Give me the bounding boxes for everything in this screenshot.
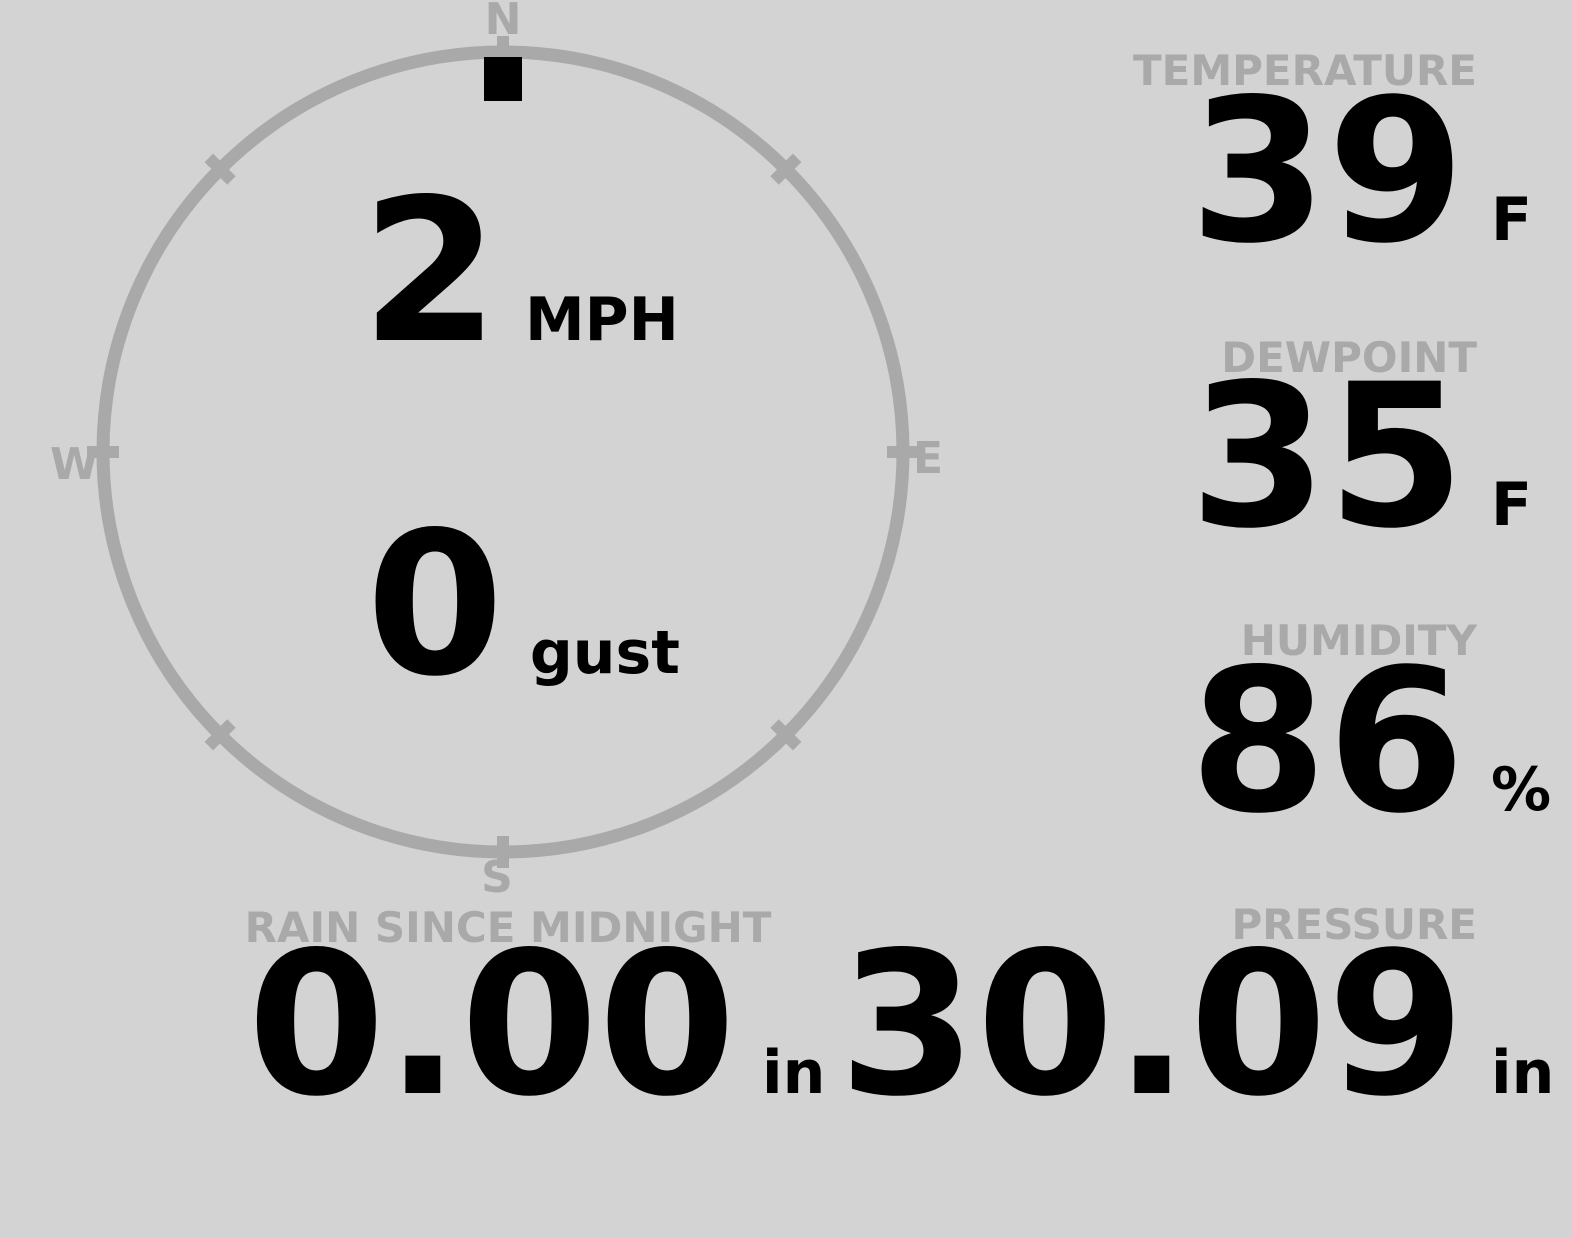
humidity-value: 86 bbox=[1189, 626, 1465, 857]
pressure-label: PRESSURE bbox=[1231, 900, 1477, 949]
rain-value: 0.00 bbox=[247, 909, 736, 1140]
dewpoint-value: 35 bbox=[1189, 341, 1465, 572]
pressure-unit: in bbox=[1491, 1038, 1555, 1108]
dewpoint-label: DEWPOINT bbox=[1221, 333, 1477, 382]
humidity-unit: % bbox=[1491, 755, 1552, 825]
wind-speed-value: 2 bbox=[361, 156, 499, 387]
temperature-unit: F bbox=[1491, 185, 1532, 255]
temperature-label: TEMPERATURE bbox=[1133, 46, 1477, 95]
dewpoint-value-row: 35 F bbox=[1189, 358, 1547, 556]
humidity-label: HUMIDITY bbox=[1240, 616, 1477, 665]
humidity-value-row: 86 % bbox=[1189, 626, 1552, 857]
compass-label-north: N bbox=[484, 0, 522, 45]
compass-ring bbox=[87, 36, 919, 868]
wind-speed-unit: MPH bbox=[524, 285, 679, 355]
wind-speed-row: 2 MPH bbox=[0, 173, 1040, 371]
compass-tick-marks bbox=[87, 36, 919, 868]
rain-label: RAIN SINCE MIDNIGHT bbox=[244, 903, 772, 952]
compass-label-east: E bbox=[913, 433, 944, 484]
pressure-value-row: 30.09 in bbox=[838, 909, 1555, 1140]
temperature-value: 39 bbox=[1189, 56, 1465, 287]
rain-unit: in bbox=[762, 1038, 826, 1108]
compass-label-south: S bbox=[481, 852, 513, 903]
wind-gust-row: 0 gust bbox=[0, 506, 1046, 704]
rain-value-row: 0.00 in bbox=[0, 909, 826, 1140]
wind-direction-marker-icon bbox=[484, 57, 522, 101]
dewpoint-unit: F bbox=[1491, 470, 1532, 540]
pressure-value: 30.09 bbox=[838, 909, 1465, 1140]
compass-label-west: W bbox=[50, 439, 99, 490]
wind-gust-value: 0 bbox=[366, 489, 504, 720]
temperature-value-row: 39 F bbox=[1189, 73, 1547, 271]
wind-gust-unit: gust bbox=[529, 618, 680, 688]
